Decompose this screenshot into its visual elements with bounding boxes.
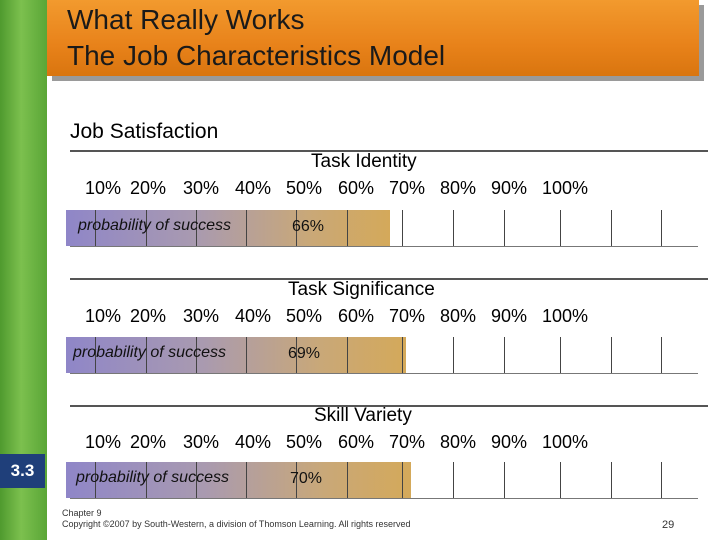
tick-mark — [560, 337, 561, 373]
tick-mark — [504, 337, 505, 373]
tick-mark — [661, 337, 662, 373]
tick-mark — [347, 462, 348, 498]
tick-mark — [246, 462, 247, 498]
tick-label: 10% — [84, 306, 122, 326]
tick-label: 30% — [182, 432, 220, 452]
tick-label: 30% — [182, 306, 220, 326]
tick-mark — [95, 337, 96, 373]
tick-mark — [661, 462, 662, 498]
tick-mark — [347, 210, 348, 246]
tick-mark — [246, 337, 247, 373]
probability-bar — [66, 462, 411, 498]
tick-mark — [95, 462, 96, 498]
tick-mark — [246, 210, 247, 246]
scale-track-top — [70, 278, 708, 280]
scale-track-bottom — [70, 246, 698, 247]
tick-label: 80% — [439, 306, 477, 326]
tick-label: 90% — [490, 306, 528, 326]
tick-mark — [560, 210, 561, 246]
bar-label: probability of success — [73, 344, 226, 361]
tick-label: 50% — [285, 432, 323, 452]
tick-label: 40% — [234, 178, 272, 198]
tick-mark — [611, 210, 612, 246]
tick-label: 100% — [541, 432, 589, 452]
tick-label: 90% — [490, 178, 528, 198]
tick-mark — [560, 462, 561, 498]
tick-mark — [504, 462, 505, 498]
tick-mark — [611, 337, 612, 373]
tick-mark — [611, 462, 612, 498]
tick-label: 20% — [129, 178, 167, 198]
tick-label: 100% — [541, 306, 589, 326]
probability-bar — [66, 210, 391, 246]
bar-value-label: 69% — [288, 345, 321, 362]
tick-label: 20% — [129, 432, 167, 452]
tick-mark — [196, 210, 197, 246]
scale-title: Task Significance — [288, 279, 435, 300]
slide-subtitle: Job Satisfaction — [70, 120, 219, 143]
tick-mark — [453, 462, 454, 498]
footer-chapter: Chapter 9 — [62, 508, 102, 518]
left-accent-bar — [0, 0, 47, 540]
tick-label: 50% — [285, 306, 323, 326]
tick-mark — [296, 337, 297, 373]
slide-title-line-2: The Job Characteristics Model — [67, 40, 446, 71]
scale-track-bottom — [70, 373, 698, 374]
tick-mark — [453, 210, 454, 246]
tick-mark — [296, 462, 297, 498]
scale-track-top — [70, 405, 708, 407]
bar-value-label: 70% — [290, 470, 323, 487]
bar-label: probability of success — [76, 469, 229, 486]
tick-mark — [146, 210, 147, 246]
tick-mark — [453, 337, 454, 373]
scale-title: Skill Variety — [314, 405, 412, 426]
tick-label: 80% — [439, 178, 477, 198]
tick-label: 40% — [234, 432, 272, 452]
scale-track-top — [70, 150, 708, 152]
copyright-footer: Chapter 9 Copyright ©2007 by South-Weste… — [62, 508, 410, 530]
tick-mark — [402, 337, 403, 373]
tick-label: 10% — [84, 432, 122, 452]
bar-value-label: 66% — [292, 218, 325, 235]
tick-label: 60% — [337, 178, 375, 198]
title-banner: What Really Works The Job Characteristic… — [47, 0, 699, 76]
tick-mark — [347, 337, 348, 373]
tick-mark — [402, 210, 403, 246]
tick-label: 60% — [337, 432, 375, 452]
tick-label: 10% — [84, 178, 122, 198]
tick-mark — [95, 210, 96, 246]
tick-label: 100% — [541, 178, 589, 198]
tick-label: 20% — [129, 306, 167, 326]
tick-mark — [146, 337, 147, 373]
tick-mark — [196, 337, 197, 373]
tick-mark — [196, 462, 197, 498]
slide-title-line-1: What Really Works — [67, 4, 305, 35]
tick-label: 30% — [182, 178, 220, 198]
tick-mark — [296, 210, 297, 246]
tick-label: 60% — [337, 306, 375, 326]
page-number: 29 — [662, 519, 675, 531]
tick-label: 50% — [285, 178, 323, 198]
tick-label: 40% — [234, 306, 272, 326]
footer-copyright: Copyright ©2007 by South-Western, a divi… — [62, 519, 411, 529]
tick-mark — [146, 462, 147, 498]
scale-title: Task Identity — [311, 151, 417, 172]
tick-label: 70% — [388, 432, 426, 452]
tick-label: 70% — [388, 178, 426, 198]
tick-label: 70% — [388, 306, 426, 326]
tick-mark — [402, 462, 403, 498]
scale-track-bottom — [70, 498, 698, 499]
tick-mark — [661, 210, 662, 246]
bar-label: probability of success — [78, 217, 231, 234]
tick-label: 90% — [490, 432, 528, 452]
tick-label: 80% — [439, 432, 477, 452]
probability-bar — [66, 337, 406, 373]
tick-mark — [504, 210, 505, 246]
section-badge: 3.3 — [0, 454, 45, 488]
